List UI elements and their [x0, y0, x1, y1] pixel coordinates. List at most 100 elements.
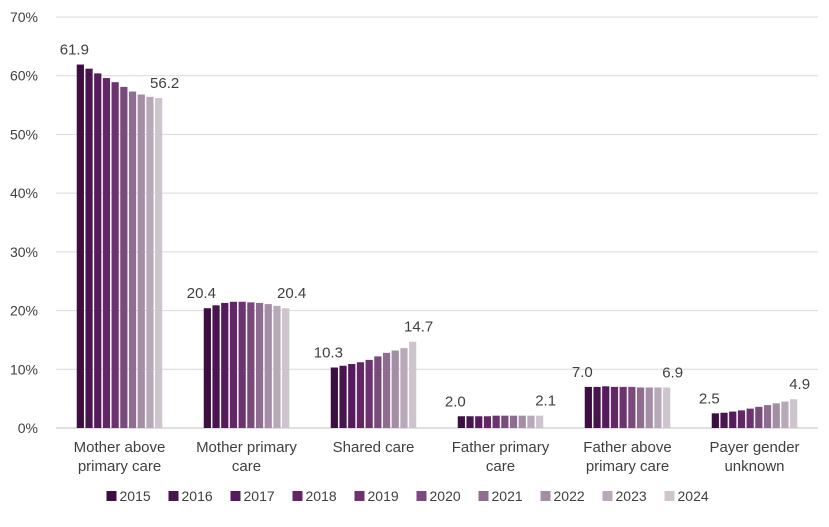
- bar-2019-4: [619, 386, 627, 428]
- bar-2024-3: [536, 415, 544, 428]
- bar-2024-2: [409, 341, 417, 428]
- legend-swatch: [354, 491, 365, 501]
- bar-2015-3: [457, 416, 465, 428]
- legend-swatch: [540, 491, 551, 501]
- x-category-label: Payer gender unknown: [709, 439, 799, 475]
- bar-2023-3: [527, 415, 535, 428]
- bar-2015-4: [584, 386, 592, 428]
- legend-label: 2015: [120, 488, 151, 504]
- bar-2015-1: [203, 308, 211, 428]
- bar-2017-5: [729, 411, 737, 428]
- legend: 2015 2016 2017 2018 2019 2020 2021 2022 2023 2024: [106, 488, 709, 504]
- bar-2022-3: [518, 415, 526, 428]
- data-label: 20.4: [187, 285, 216, 302]
- legend-label: 2022: [554, 488, 585, 504]
- data-label: 20.4: [277, 285, 306, 302]
- bar-2021-3: [509, 415, 518, 428]
- legend-swatch: [168, 491, 179, 501]
- bar-2017-1: [221, 302, 229, 428]
- bar-2021-1: [255, 302, 264, 428]
- data-label: 10.3: [314, 345, 343, 362]
- bar-2017-0: [94, 73, 102, 428]
- bars: [76, 64, 798, 429]
- bar-2023-1: [273, 305, 281, 428]
- bar-2018-2: [356, 362, 365, 428]
- y-tick-label: 70%: [10, 9, 38, 25]
- bar-2016-4: [593, 386, 601, 428]
- bar-2016-3: [466, 416, 474, 428]
- x-category-label: Mother primary care: [196, 439, 297, 475]
- legend-label: 2020: [430, 488, 461, 504]
- bar-2017-2: [348, 364, 356, 428]
- bar-2020-3: [501, 415, 509, 428]
- y-tick-label: 0%: [18, 420, 38, 436]
- bar-2016-0: [85, 68, 93, 428]
- legend-label: 2023: [616, 488, 647, 504]
- bar-2024-1: [282, 308, 290, 428]
- y-tick-label: 10%: [10, 361, 38, 377]
- legend-swatch: [602, 491, 613, 501]
- x-category-label: Father primary care: [452, 439, 550, 475]
- bar-2023-0: [146, 96, 154, 428]
- bar-2015-0: [76, 64, 84, 429]
- legend-label: 2016: [182, 488, 213, 504]
- bar-2020-0: [120, 86, 128, 429]
- x-axis-labels: Mother above primary care Mother primary ca…: [74, 439, 800, 475]
- data-label: 56.2: [150, 75, 179, 92]
- x-category-label: Shared care: [333, 439, 415, 456]
- bar-2019-1: [238, 301, 246, 428]
- y-tick-label: 20%: [10, 303, 38, 319]
- legend-swatch: [478, 491, 489, 501]
- bar-2019-3: [492, 415, 500, 428]
- data-label: 6.9: [662, 364, 683, 381]
- legend-swatch: [664, 491, 675, 501]
- data-label: 4.9: [789, 376, 810, 393]
- legend-swatch: [230, 491, 241, 501]
- bar-2020-4: [628, 386, 636, 428]
- bar-2022-0: [137, 94, 145, 428]
- bar-2015-5: [711, 413, 719, 428]
- legend-label: 2019: [368, 488, 399, 504]
- bar-2016-1: [212, 305, 220, 428]
- bar-2023-2: [400, 348, 408, 428]
- y-tick-label: 50%: [10, 126, 38, 142]
- legend-swatch: [416, 491, 427, 501]
- legend-label: 2024: [678, 488, 709, 504]
- bar-2023-4: [654, 387, 662, 428]
- bar-2018-1: [229, 301, 238, 428]
- bar-2018-4: [610, 386, 619, 428]
- data-label: 14.7: [404, 319, 433, 336]
- data-label: 2.0: [445, 393, 466, 410]
- data-label: 2.1: [535, 393, 556, 410]
- data-label: 61.9: [60, 42, 89, 59]
- legend-swatch: [292, 491, 303, 501]
- bar-2017-3: [475, 416, 483, 428]
- bar-2018-5: [737, 410, 746, 428]
- bar-2022-5: [772, 403, 780, 428]
- bar-2016-2: [339, 365, 347, 428]
- bar-2022-1: [264, 304, 272, 428]
- bar-2020-1: [247, 302, 255, 428]
- x-category-label: Father above primary care: [583, 439, 671, 475]
- bar-2024-5: [790, 399, 798, 428]
- bar-2021-5: [763, 405, 772, 428]
- y-axis-ticks: 0% 10% 20% 30% 40% 50% 60% 70%: [10, 9, 38, 436]
- bar-2018-3: [483, 416, 492, 428]
- bar-2021-0: [128, 91, 137, 429]
- y-tick-label: 40%: [10, 185, 38, 201]
- y-tick-label: 60%: [10, 68, 38, 84]
- bar-2021-4: [636, 387, 645, 428]
- bar-2022-2: [391, 350, 399, 428]
- bar-2020-2: [374, 356, 382, 428]
- bar-2018-0: [102, 78, 111, 428]
- bar-2019-0: [111, 82, 119, 429]
- bar-2019-2: [365, 359, 373, 428]
- y-tick-label: 30%: [10, 244, 38, 260]
- bar-2023-5: [781, 401, 789, 428]
- legend-label: 2021: [492, 488, 523, 504]
- legend-label: 2018: [306, 488, 337, 504]
- bar-2015-2: [330, 367, 338, 428]
- data-label: 2.5: [699, 390, 720, 407]
